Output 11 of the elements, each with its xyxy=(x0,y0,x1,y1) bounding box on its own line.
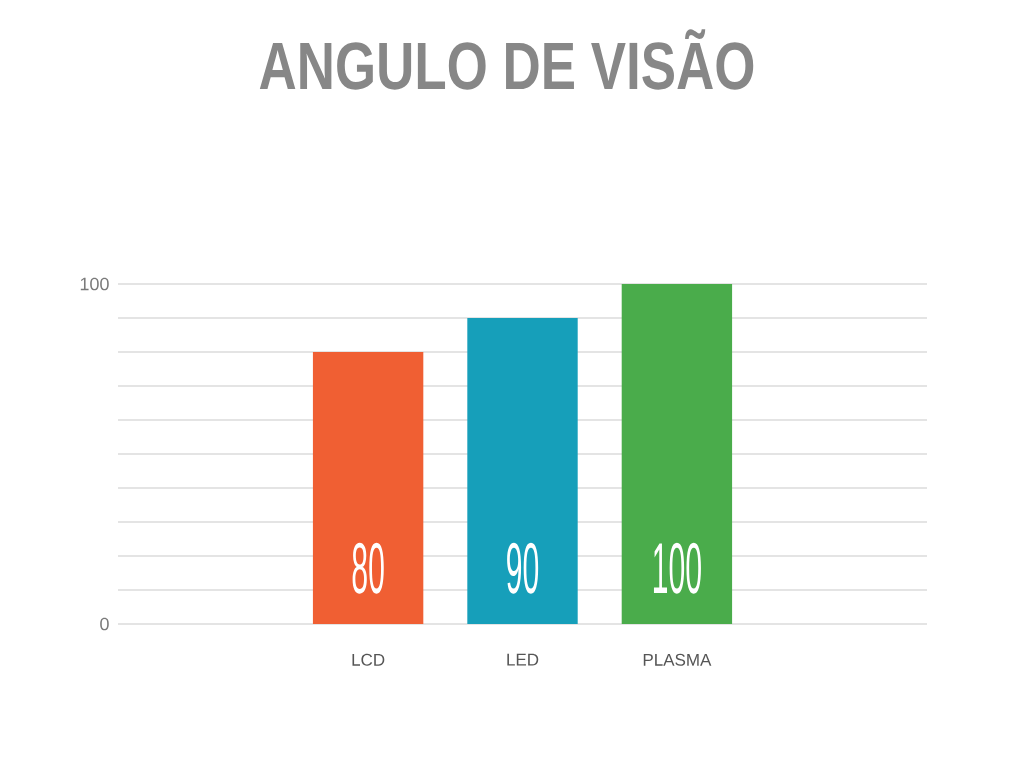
x-tick-label: LCD xyxy=(352,653,385,666)
x-tick-label: PLASMA xyxy=(643,653,712,666)
y-tick-label: 0 xyxy=(100,617,109,631)
data-label: 90 xyxy=(507,542,539,594)
bar xyxy=(312,352,424,624)
data-label: 100 xyxy=(653,542,701,594)
bar xyxy=(621,284,733,624)
chart-title: ANGULO DE VISÃO xyxy=(259,29,754,90)
bar xyxy=(467,318,578,624)
x-tick-label: LED xyxy=(507,653,539,666)
data-label: 80 xyxy=(352,542,384,594)
